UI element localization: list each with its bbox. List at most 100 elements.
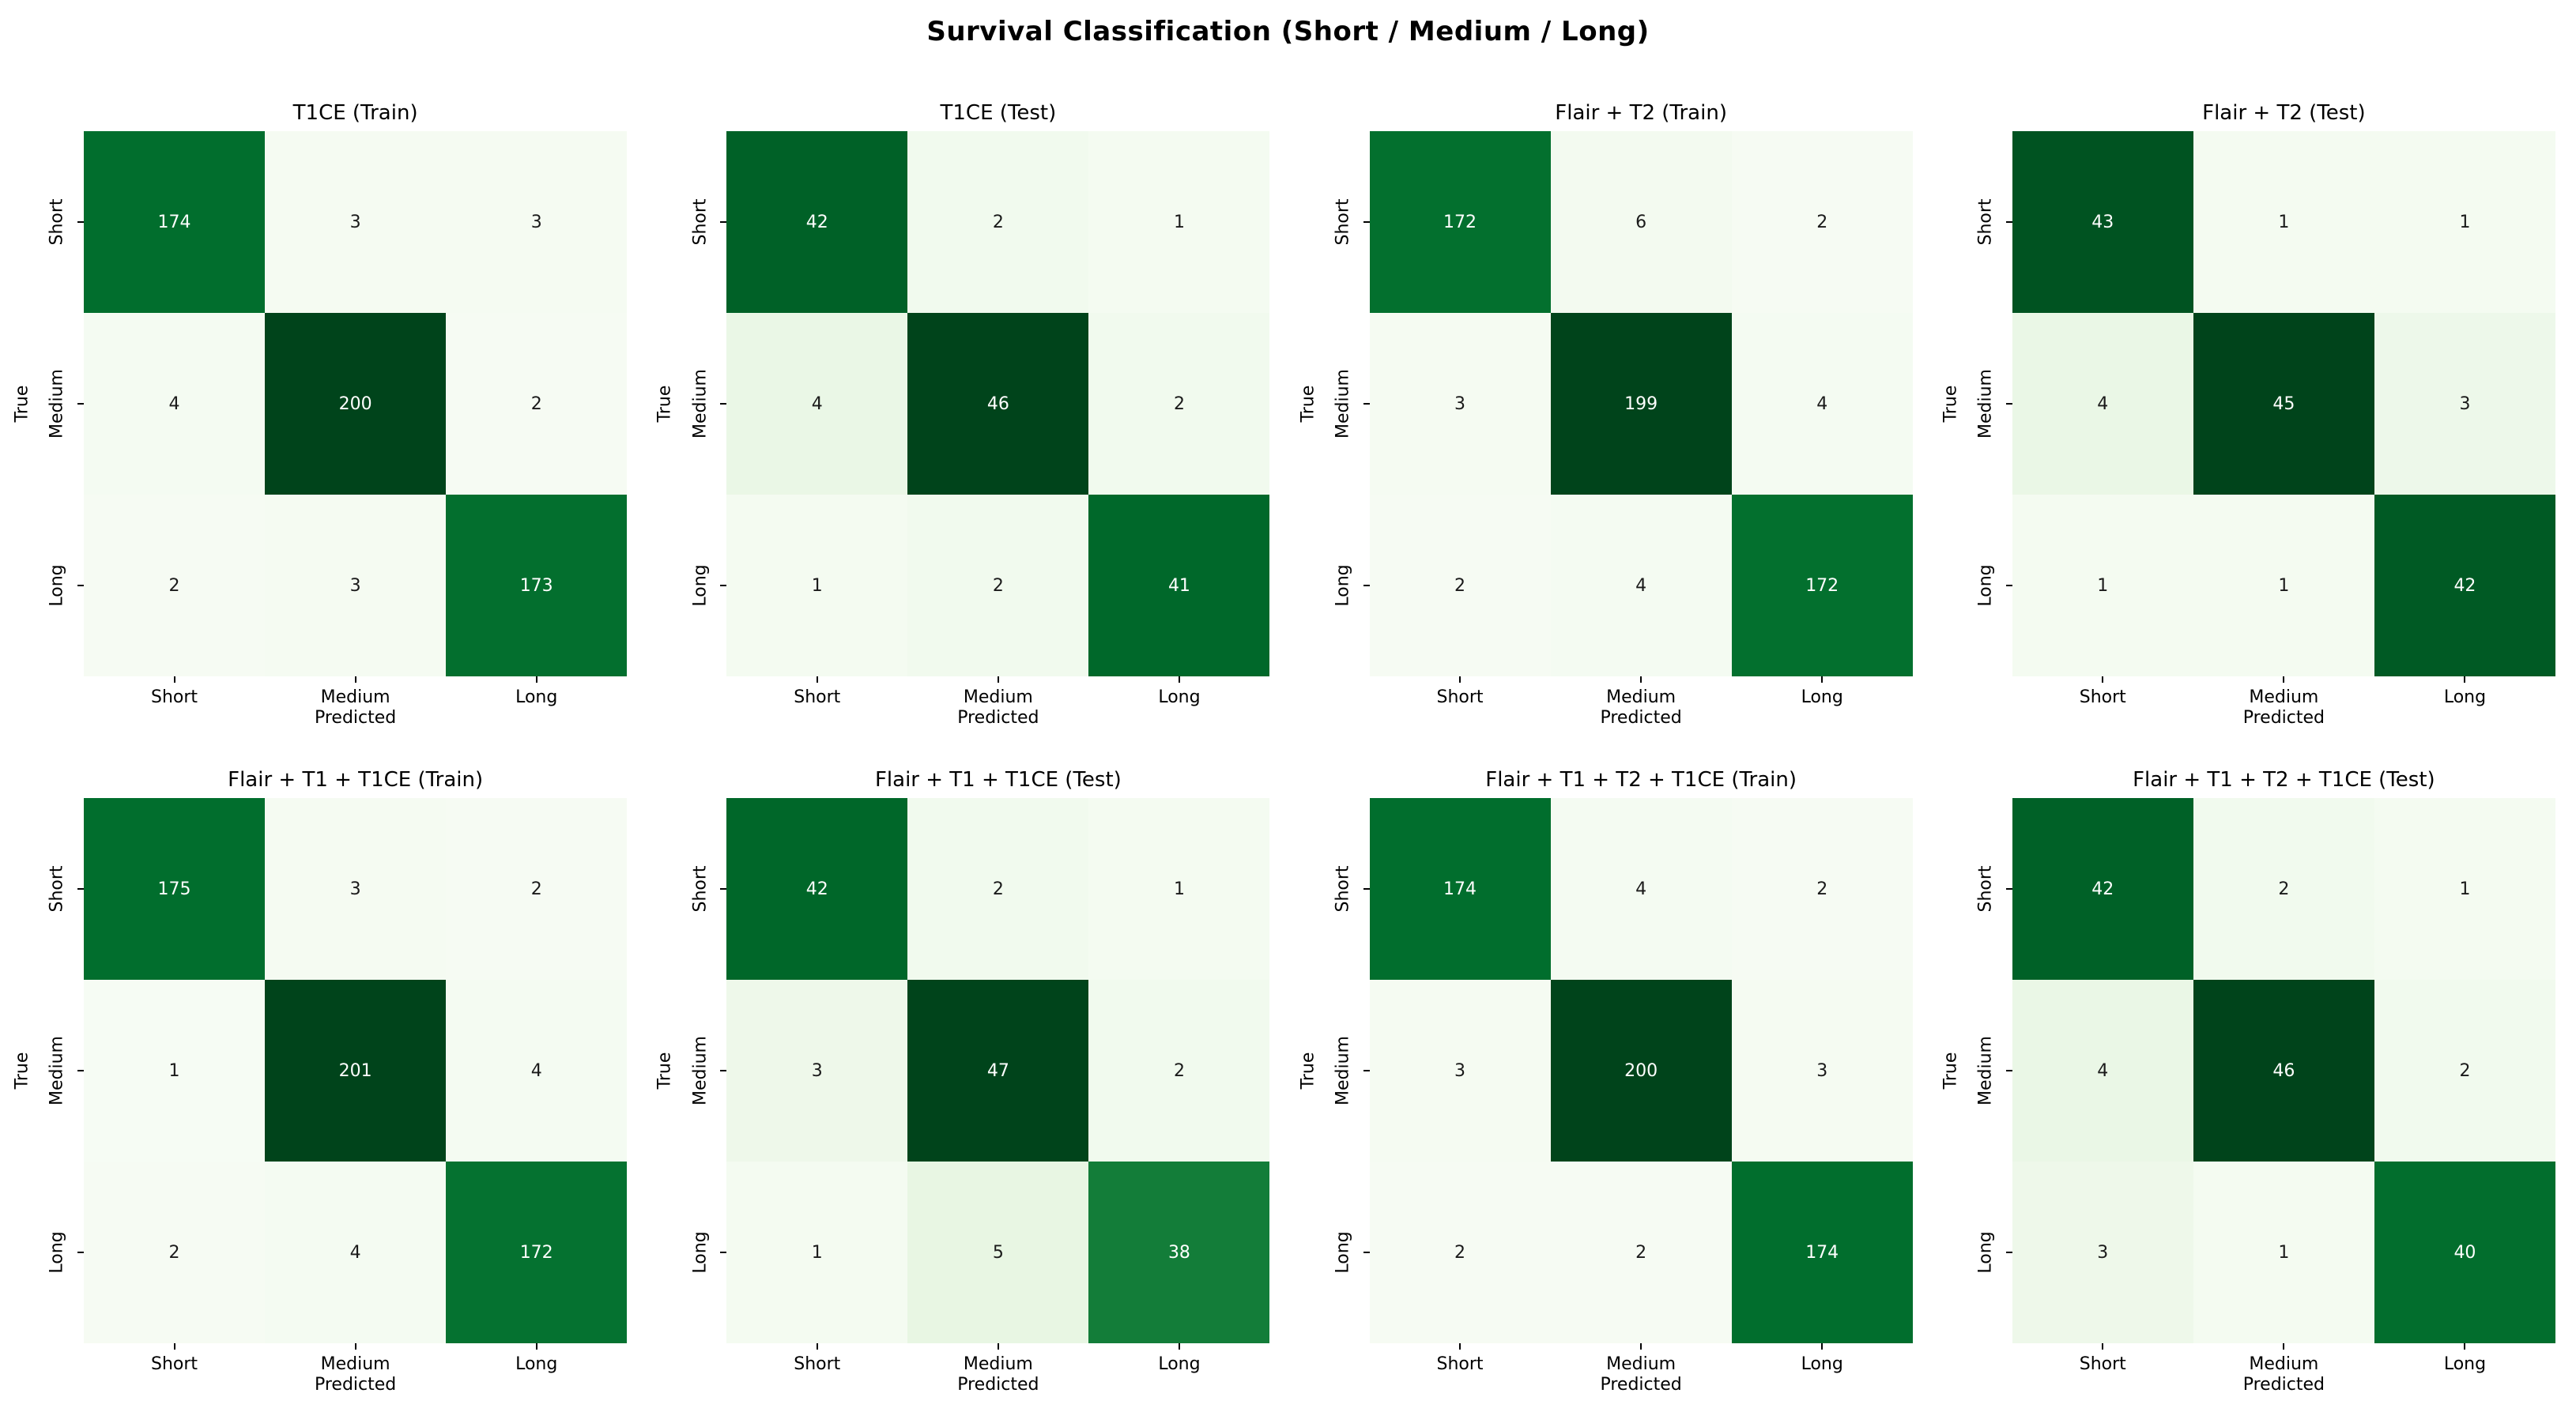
heatmap-cell-r0c0: 43: [2012, 131, 2193, 313]
y-tick-mark: [720, 221, 727, 223]
heatmap-cell-r1c0: 4: [726, 313, 908, 495]
x-tick-label: Long: [1158, 687, 1201, 707]
y-tick-label: Medium: [1975, 1036, 1996, 1105]
y-tick-label: Medium: [1333, 1036, 1353, 1105]
x-axis-label: Predicted: [2242, 708, 2325, 728]
y-tick-mark: [1363, 888, 1370, 890]
y-tick-label: Short: [47, 198, 67, 246]
heatmap-cell-r0c2: 2: [1731, 798, 1913, 980]
x-tick-mark: [535, 1343, 537, 1350]
subplot-title: T1CE (Test): [940, 101, 1057, 125]
y-tick-area: Short Medium Long: [682, 798, 727, 1343]
heatmap-cell-r2c2: 173: [446, 495, 628, 676]
y-tick-label: Long: [47, 1231, 67, 1274]
y-tick-label: Short: [1975, 865, 1996, 913]
confusion-matrix-panel-4: Flair + T1 + T1CE (Train) True Short Medi…: [5, 762, 628, 1408]
confusion-matrix-panel-7: Flair + T1 + T2 + T1CE (Test) True Short…: [1933, 762, 2555, 1408]
confusion-matrix-panel-5: Flair + T1 + T1CE (Test) True Short Mediu…: [647, 762, 1270, 1408]
y-tick-mark: [1363, 1251, 1370, 1253]
x-tick-label: Medium: [963, 1354, 1033, 1374]
y-tick-label: Long: [47, 564, 67, 607]
y-tick-label: Short: [690, 198, 711, 246]
y-tick-label: Long: [1333, 564, 1353, 607]
heatmap-cell-r2c1: 2: [1550, 1162, 1732, 1343]
heatmap-cell-r0c0: 174: [1369, 798, 1551, 980]
heatmap-cell-r0c1: 2: [907, 131, 1089, 313]
x-tick-label: Medium: [2249, 1354, 2319, 1374]
heatmap-grid: 174 3 3 4 200 2 2 3 173: [84, 131, 628, 676]
subplot-title: T1CE (Train): [292, 101, 418, 125]
x-tick-label: Long: [2443, 687, 2487, 707]
x-axis-label: Predicted: [314, 708, 397, 728]
heatmap-cell-r1c0: 4: [2012, 980, 2193, 1162]
x-tick-mark: [2464, 1343, 2466, 1350]
x-tick-label: Short: [794, 1354, 841, 1374]
y-axis-label: True: [1940, 385, 1961, 423]
y-tick-label: Medium: [47, 369, 67, 439]
subplot-title: Flair + T1 + T2 + T1CE (Train): [1485, 768, 1797, 792]
y-tick-label: Long: [1975, 1231, 1996, 1274]
y-tick-mark: [77, 888, 84, 890]
heatmap-grid: 42 2 1 4 46 2 1 2 41: [726, 131, 1270, 676]
y-tick-label: Medium: [690, 369, 711, 439]
heatmap-cell-r2c1: 4: [265, 1162, 447, 1343]
x-tick-mark: [1821, 676, 1824, 683]
heatmap-cell-r2c1: 5: [907, 1162, 1089, 1343]
heatmap-cell-r2c1: 1: [2193, 1162, 2374, 1343]
heatmap-cell-r0c2: 2: [1731, 131, 1913, 313]
heatmap-cell-r2c0: 2: [84, 495, 266, 676]
x-axis-label: Predicted: [1600, 708, 1682, 728]
subplot-title: Flair + T1 + T2 + T1CE (Test): [2133, 768, 2435, 792]
y-tick-label: Medium: [690, 1036, 711, 1105]
y-tick-mark: [77, 221, 84, 223]
heatmap-cell-r1c0: 3: [726, 980, 908, 1162]
x-tick-label: Long: [2443, 1354, 2487, 1374]
subplot-grid: T1CE (Train) True Short Medium Long 174 3 3 4…: [0, 63, 2576, 1408]
subplot-title: Flair + T2 (Train): [1555, 101, 1727, 125]
heatmap-cell-r0c1: 6: [1550, 131, 1732, 313]
heatmap-cell-r1c2: 4: [446, 980, 628, 1162]
heatmap-grid: 42 2 1 3 47 2 1 5 38: [726, 798, 1270, 1343]
heatmap-cell-r1c2: 2: [2374, 980, 2555, 1162]
y-tick-label: Long: [1333, 1231, 1353, 1274]
heatmap-cell-r2c0: 3: [2012, 1162, 2193, 1343]
x-tick-label: Short: [2079, 687, 2126, 707]
x-tick-label: Short: [2079, 1354, 2126, 1374]
x-tick-area: Short Medium Long: [726, 1343, 1269, 1375]
confusion-matrix-panel-6: Flair + T1 + T2 + T1CE (Train) True Shor…: [1291, 762, 1913, 1408]
x-tick-area: Short Medium Long: [84, 676, 627, 708]
heatmap-cell-r1c2: 3: [1731, 980, 1913, 1162]
x-tick-label: Medium: [963, 687, 1033, 707]
y-tick-area: Short Medium Long: [1326, 131, 1370, 676]
y-tick-area: Short Medium Long: [682, 131, 727, 676]
y-tick-mark: [720, 888, 727, 890]
x-tick-label: Long: [1801, 687, 1843, 707]
heatmap-cell-r0c2: 3: [446, 131, 628, 313]
heatmap-cell-r1c2: 2: [1088, 980, 1270, 1162]
y-tick-area: Short Medium Long: [1326, 798, 1370, 1343]
y-tick-label: Short: [1333, 198, 1353, 246]
heatmap-grid: 172 6 2 3 199 4 2 4 172: [1369, 131, 1913, 676]
subplot-title: Flair + T2 (Test): [2202, 101, 2366, 125]
x-tick-mark: [1640, 1343, 1643, 1350]
x-tick-label: Medium: [2249, 687, 2319, 707]
figure-title: Survival Classification (Short / Medium …: [926, 16, 1650, 47]
heatmap-grid: 43 1 1 4 45 3 1 1 42: [2012, 131, 2555, 676]
confusion-matrix-panel-2: Flair + T2 (Train) True Short Medium Long …: [1291, 95, 1913, 741]
x-tick-label: Short: [1436, 1354, 1484, 1374]
x-tick-label: Medium: [320, 687, 390, 707]
x-axis-label: Predicted: [1600, 1375, 1682, 1395]
x-tick-label: Long: [1801, 1354, 1843, 1374]
x-tick-area: Short Medium Long: [2012, 1343, 2555, 1375]
x-axis-label: Predicted: [2242, 1375, 2325, 1395]
y-tick-label: Short: [1975, 198, 1996, 246]
x-axis-label: Predicted: [957, 1375, 1039, 1395]
heatmap-cell-r0c1: 3: [265, 798, 447, 980]
x-tick-label: Short: [151, 1354, 198, 1374]
x-tick-label: Medium: [320, 1354, 390, 1374]
heatmap-cell-r1c1: 45: [2193, 313, 2374, 495]
heatmap-cell-r2c1: 4: [1550, 495, 1732, 676]
y-axis-label: True: [1298, 1052, 1318, 1090]
subplot-title: Flair + T1 + T1CE (Train): [228, 768, 484, 792]
